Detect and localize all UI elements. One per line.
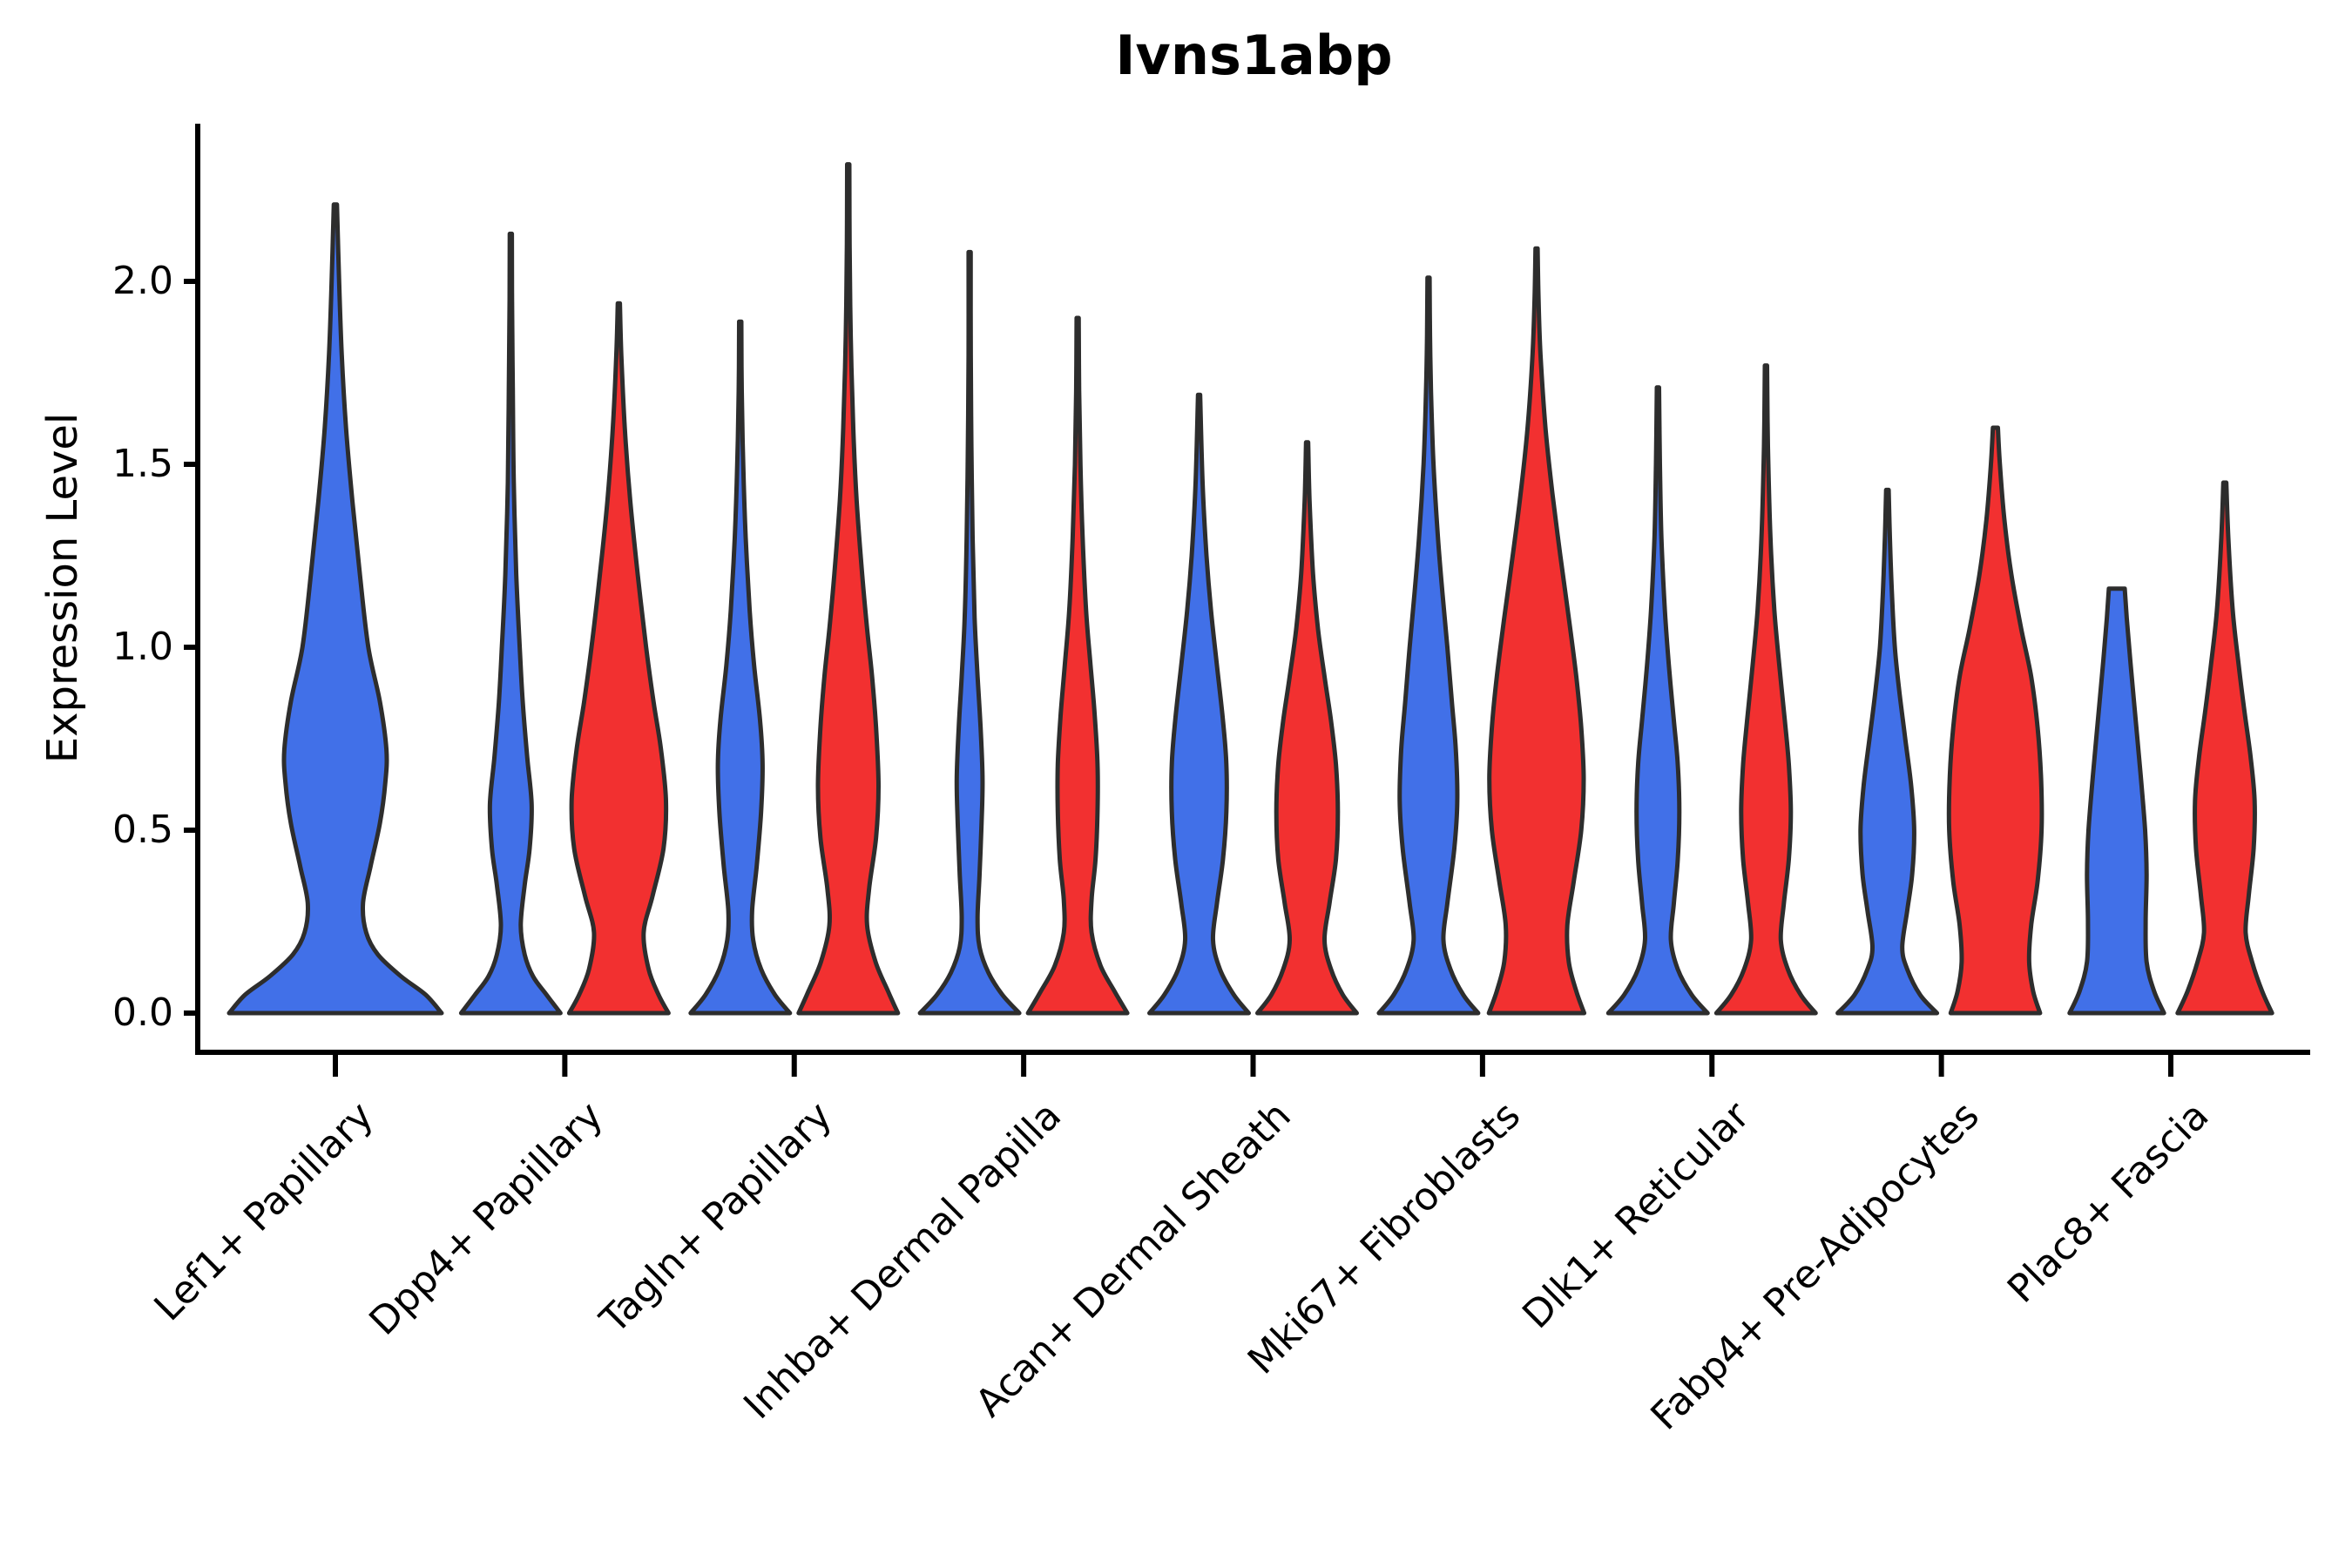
violin-dlk1-reticular-blue	[1605, 385, 1710, 1016]
y-tick-label: 1.5	[112, 442, 173, 486]
violin-fabp4-pre-adipocytes-red	[1946, 425, 2044, 1016]
violin-acan-dermal-sheath-red	[1255, 440, 1359, 1016]
violin-lef1-papillary-blue	[226, 202, 444, 1016]
violin-tagln-papillary-blue	[688, 319, 793, 1016]
violin-plac8-fascia-blue	[2067, 586, 2166, 1016]
violin-plac8-fascia-red	[2175, 480, 2274, 1016]
y-tick-label: 0.5	[112, 808, 173, 852]
y-tick-label: 0.0	[112, 990, 173, 1035]
violin-mki67-fibroblasts-blue	[1376, 275, 1481, 1016]
violin-dlk1-reticular-red	[1713, 363, 1818, 1016]
violin-fabp4-pre-adipocytes-blue	[1835, 487, 1940, 1016]
violin-mki67-fibroblasts-red	[1486, 246, 1587, 1016]
y-axis-label: Expression Level	[38, 412, 87, 764]
violin-dpp4-papillary-blue	[458, 231, 563, 1016]
violin-acan-dermal-sheath-blue	[1147, 392, 1251, 1016]
chart-title: Ivns1abp	[1115, 24, 1393, 87]
y-tick-label: 1.0	[112, 625, 173, 669]
violin-inhba-dermal-papilla-blue	[917, 249, 1022, 1016]
violin-tagln-papillary-red	[796, 162, 901, 1016]
violin-dpp4-papillary-red	[566, 301, 671, 1016]
violin-inhba-dermal-papilla-red	[1025, 315, 1130, 1016]
y-tick-label: 2.0	[112, 259, 173, 303]
